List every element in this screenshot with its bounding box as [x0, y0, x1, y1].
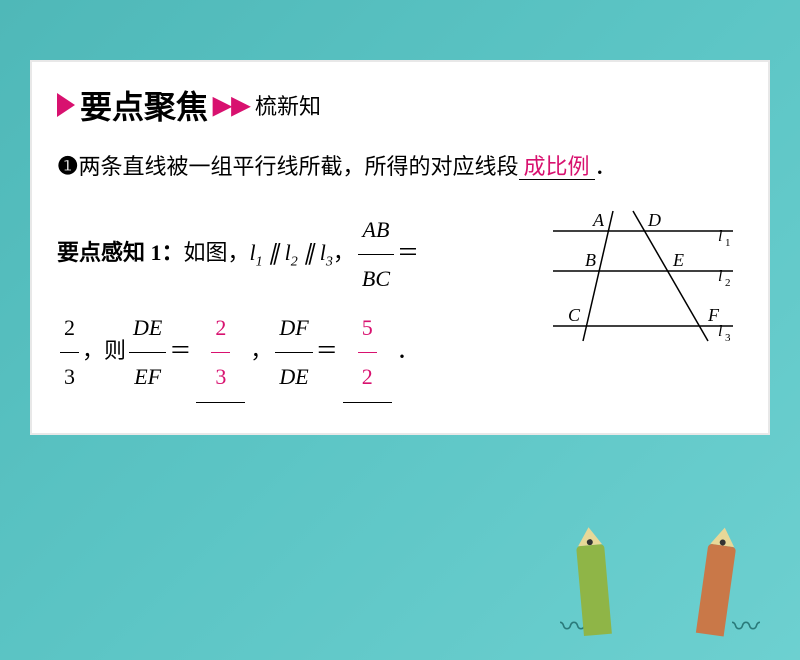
point-1: ❶两条直线被一组平行线所截，所得的对应线段成比例．	[57, 143, 743, 191]
point2-label: 要点感知 1：	[57, 240, 184, 265]
svg-text:1: 1	[725, 237, 731, 249]
label-a: A	[592, 210, 605, 230]
point-2-row: 要点感知 1：如图，l1 ∥ l2 ∥ l3，ABBC＝ 23，则DEEF＝23…	[57, 206, 743, 403]
frac-2-3: 23	[60, 304, 79, 402]
answer-1: 23	[196, 304, 245, 403]
content-panel: 要点聚焦 ▶▶ 梳新知 ❶两条直线被一组平行线所截，所得的对应线段成比例． 要点…	[30, 60, 770, 435]
point1-answer: 成比例	[519, 154, 595, 180]
point-2-text: 要点感知 1：如图，l1 ∥ l2 ∥ l3，ABBC＝ 23，则DEEF＝23…	[57, 206, 523, 403]
label-c: C	[568, 305, 581, 325]
header-row: 要点聚焦 ▶▶ 梳新知	[57, 82, 743, 128]
label-l3: l	[718, 323, 723, 340]
main-title: 要点聚焦	[80, 82, 208, 128]
double-arrow-icon: ▶▶	[213, 91, 250, 120]
brown-pencil-icon	[696, 543, 736, 636]
parallel-notation: l1 ∥ l2 ∥ l3	[250, 240, 333, 265]
label-b: B	[585, 250, 596, 270]
label-l2: l	[718, 268, 723, 285]
point1-text-pre: 两条直线被一组平行线所截，所得的对应线段	[79, 154, 519, 179]
point-number-1: ❶	[57, 154, 79, 180]
swirl-icon: 〰	[732, 605, 760, 645]
pencil-decoration: 〰 〰	[560, 530, 760, 650]
frac-df-de: DFDE	[275, 304, 312, 402]
frac-de-ef: DEEF	[129, 304, 166, 402]
subtitle: 梳新知	[255, 89, 321, 121]
point2-text1: 如图，	[184, 240, 250, 265]
label-e: E	[672, 250, 684, 270]
label-f: F	[707, 305, 720, 325]
svg-text:3: 3	[725, 332, 731, 344]
arrow-icon	[57, 93, 75, 117]
point1-text-post: ．	[595, 154, 617, 179]
frac-ab-bc: ABBC	[358, 206, 394, 304]
svg-text:2: 2	[725, 277, 731, 289]
label-d: D	[647, 210, 661, 230]
answer-2: 52	[343, 304, 392, 403]
label-l1: l	[718, 228, 723, 245]
geometry-diagram: A D B E C F l1 l2 l3	[543, 206, 743, 346]
